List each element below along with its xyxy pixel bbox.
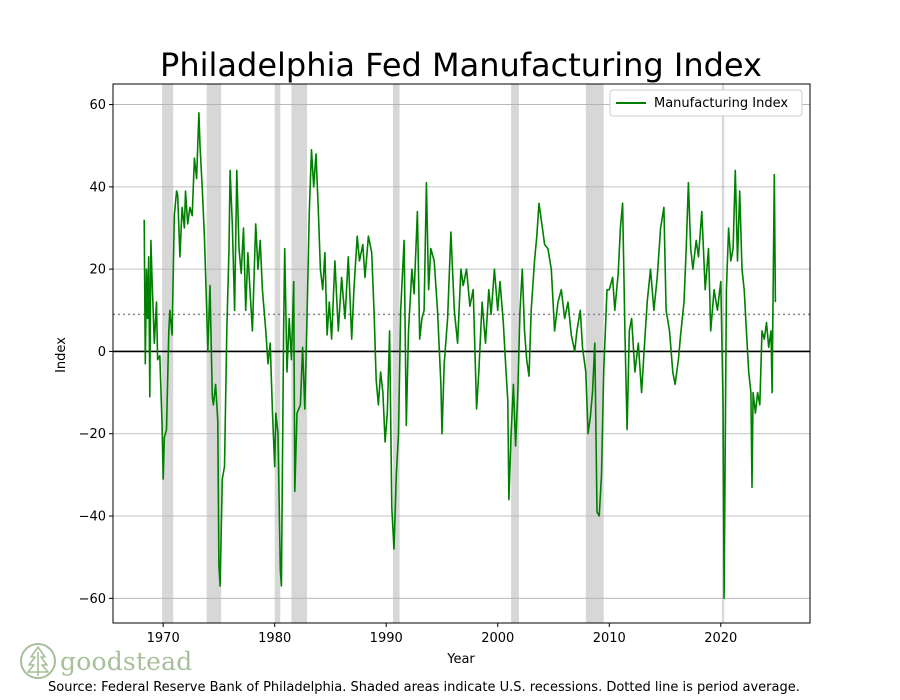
legend-label: Manufacturing Index [654, 96, 788, 111]
y-tick-label: −40 [79, 510, 106, 525]
x-tick-label: 1990 [370, 631, 403, 646]
y-tick-label: 60 [89, 98, 106, 113]
recession-band [274, 84, 281, 623]
x-tick-label: 1980 [258, 631, 291, 646]
recession-band [511, 84, 519, 623]
x-axis-label: Year [446, 652, 475, 667]
x-tick-label: 2010 [593, 631, 626, 646]
recession-band [721, 84, 725, 623]
y-tick-label: −60 [79, 592, 106, 607]
source-note: Source: Federal Reserve Bank of Philadel… [48, 680, 800, 695]
y-axis-label: Index [54, 337, 69, 373]
series-line-manufacturing-index [143, 112, 777, 600]
chart-title: Philadelphia Fed Manufacturing Index [160, 46, 762, 84]
recession-band [392, 84, 400, 623]
x-tick-label: 2020 [704, 631, 737, 646]
legend: Manufacturing Index [609, 89, 803, 117]
y-tick-label: −20 [79, 427, 106, 442]
x-tick-label: 1970 [147, 631, 180, 646]
y-tick-label: 20 [89, 263, 106, 278]
legend-box [609, 89, 803, 117]
plot-frame [112, 83, 811, 624]
y-tick-label: 40 [89, 180, 106, 195]
goodstead-logo: goodstead [20, 642, 193, 680]
y-tick-label: 0 [98, 345, 106, 360]
logo-text: goodstead [60, 646, 193, 676]
x-tick-label: 2000 [481, 631, 514, 646]
pine-tree-icon [20, 643, 56, 679]
